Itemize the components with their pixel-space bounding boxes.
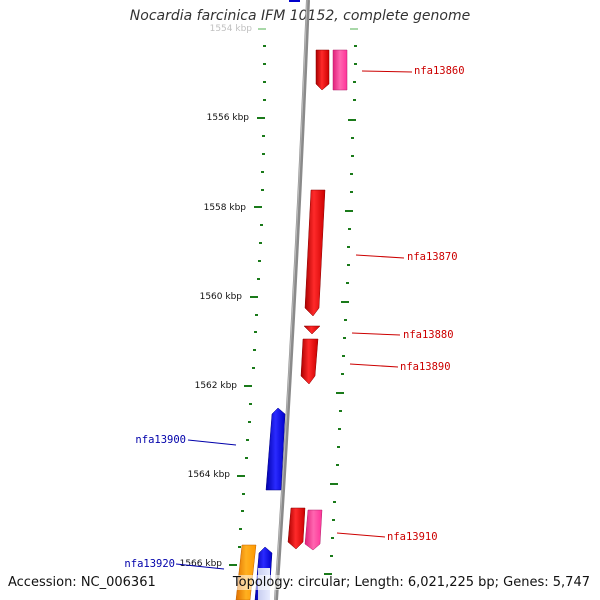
label-nfa13890[interactable]: nfa13890 xyxy=(400,361,451,373)
left-tick-ruler xyxy=(229,45,266,566)
gene-nfa13890[interactable] xyxy=(300,338,319,385)
genome-backbone xyxy=(274,0,310,600)
label-nfa13900[interactable]: nfa13900 xyxy=(135,434,186,446)
gene-nfa13880[interactable] xyxy=(303,325,321,335)
right-tick-ruler xyxy=(324,45,357,575)
leader-nfa13890 xyxy=(349,363,399,368)
label-nfa13910[interactable]: nfa13910 xyxy=(387,531,438,543)
leader-nfa13910 xyxy=(336,532,386,538)
accession-text: Accession: NC_006361 xyxy=(8,575,156,590)
gene-nfa13910[interactable] xyxy=(287,507,323,551)
gene-orange-bottom[interactable] xyxy=(235,544,257,600)
ruler-label-1560: 1560 kbp xyxy=(200,292,243,302)
topology-text: Topology: circular; Length: 6,021,225 bp… xyxy=(232,575,590,590)
ruler-label-1554: 1554 kbp xyxy=(210,24,253,34)
gene-nfa13900[interactable] xyxy=(265,407,286,491)
leader-nfa13880 xyxy=(351,332,401,336)
leader-nfa13870 xyxy=(355,254,405,259)
ruler-label-1562: 1562 kbp xyxy=(195,381,238,391)
page-title: Nocardia farcinica IFM 10152, complete g… xyxy=(129,8,471,24)
ruler-label-1558: 1558 kbp xyxy=(204,203,247,213)
gene-fragment-top[interactable] xyxy=(289,0,300,2)
label-nfa13920[interactable]: nfa13920 xyxy=(124,558,175,570)
leader-nfa13920 xyxy=(175,563,225,570)
gene-nfa13870[interactable] xyxy=(304,189,326,317)
ruler-label-1566: 1566 kbp xyxy=(180,559,223,569)
leader-nfa13900 xyxy=(187,439,237,446)
gene-nfa13860[interactable] xyxy=(315,49,348,91)
label-nfa13880[interactable]: nfa13880 xyxy=(403,329,454,341)
label-nfa13860[interactable]: nfa13860 xyxy=(414,65,465,77)
ruler-label-1556: 1556 kbp xyxy=(207,113,250,123)
gene-nfa13920[interactable] xyxy=(254,546,273,600)
leader-nfa13860 xyxy=(361,70,413,73)
label-nfa13870[interactable]: nfa13870 xyxy=(407,251,458,263)
ruler-label-1564: 1564 kbp xyxy=(188,470,231,480)
